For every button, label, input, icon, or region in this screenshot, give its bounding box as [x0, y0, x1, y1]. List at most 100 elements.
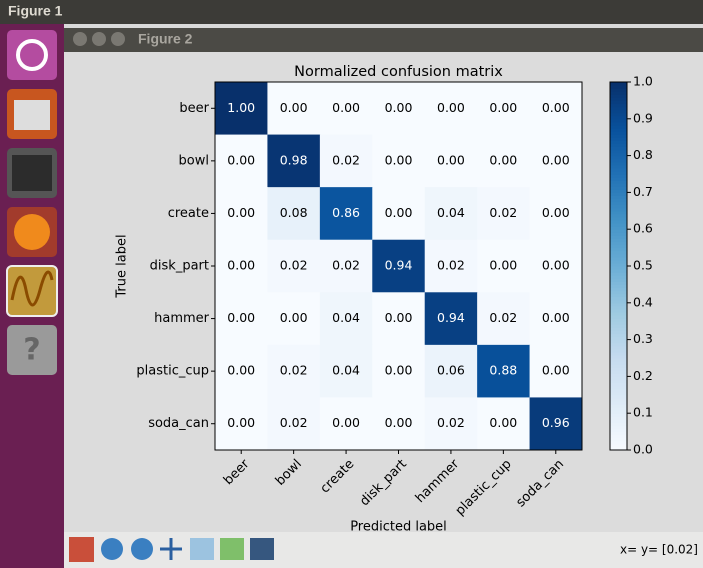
colorbar-band [610, 100, 627, 105]
colorbar-band [610, 269, 627, 273]
colorbar-band [610, 413, 627, 417]
maximize-button[interactable] [111, 32, 125, 46]
y-tick-label: create [168, 206, 209, 221]
subplots-button[interactable] [220, 538, 244, 560]
colorbar-band [610, 112, 627, 117]
toolbar [64, 532, 703, 568]
colorbar-tick-label: 0.5 [633, 258, 653, 273]
cell [529, 344, 583, 398]
cell-label: 0.04 [332, 310, 360, 325]
cell-label: 0.00 [227, 363, 255, 378]
cell-label: 0.00 [332, 415, 360, 430]
colorbar-band [610, 131, 627, 135]
cell-label: 0.00 [227, 152, 255, 167]
cell [215, 82, 268, 136]
icon-help[interactable] [7, 325, 57, 375]
colorbar-tick-label: 0.9 [633, 110, 653, 125]
cell-label: 0.08 [280, 205, 308, 220]
cell-label: 0.02 [437, 415, 465, 430]
back-button[interactable] [101, 538, 123, 560]
colorbar-band [610, 336, 627, 341]
colorbar-band [610, 364, 627, 368]
colorbar-band [610, 379, 627, 384]
cell-label: 0.02 [489, 310, 517, 325]
save-button[interactable] [250, 538, 274, 560]
cell-label: 0.04 [437, 205, 465, 220]
colorbar-band [610, 376, 627, 381]
cell [424, 344, 478, 398]
cell-label: 0.06 [437, 363, 465, 378]
colorbar-band [610, 400, 627, 405]
colorbar-band [610, 407, 627, 411]
colorbar-band [610, 425, 627, 430]
close-button[interactable] [73, 32, 87, 46]
colorbar-band [610, 106, 627, 111]
colorbar-tick-label: 0.8 [633, 147, 653, 162]
icon-glyph [16, 39, 48, 71]
colorbar-band [610, 85, 627, 89]
colorbar-band [610, 284, 627, 289]
home-button[interactable] [69, 537, 94, 562]
cell [319, 344, 373, 398]
colorbar-band [610, 97, 627, 101]
y-tick-label: hammer [154, 311, 210, 326]
y-axis-label: True label [115, 234, 130, 298]
figure-window-title: Figure 2 [138, 31, 193, 47]
colorbar-band [610, 370, 627, 374]
colorbar-band [610, 204, 627, 209]
colorbar-band [610, 404, 627, 408]
colorbar-band [610, 170, 627, 175]
cell-label: 0.94 [385, 258, 413, 273]
colorbar-band [610, 103, 627, 108]
colorbar-band [610, 367, 627, 371]
colorbar-band [610, 137, 627, 141]
colorbar-band [610, 241, 627, 246]
cell-label: 0.00 [542, 100, 570, 115]
colorbar-band [610, 121, 627, 126]
chart: Normalized confusion matrix 1.00 0.00 0.00 0… [115, 64, 653, 535]
minimize-button[interactable] [92, 32, 106, 46]
cell [215, 239, 268, 293]
colorbar-band [610, 201, 627, 206]
colorbar-band [610, 256, 627, 261]
colorbar-band [610, 354, 627, 359]
pan-button[interactable] [160, 538, 182, 560]
cell [372, 82, 426, 136]
cell [215, 344, 268, 398]
cell [529, 134, 583, 188]
cell-label: 0.02 [280, 363, 308, 378]
colorbar-band [610, 253, 627, 258]
colorbar-band [610, 315, 627, 319]
colorbar-band [610, 382, 627, 387]
cell-label: 0.00 [385, 310, 413, 325]
icon-dash[interactable] [7, 30, 57, 80]
colorbar-band [610, 293, 627, 298]
colorbar-band [610, 397, 627, 402]
cell-label: 0.00 [489, 258, 517, 273]
cell [267, 397, 321, 451]
icon-glyph: ? [23, 333, 40, 368]
colorbar-band [610, 419, 627, 423]
zoom-button[interactable] [190, 538, 214, 560]
cell-label: 0.00 [489, 415, 517, 430]
colorbar-band [610, 232, 627, 236]
cell [529, 187, 583, 241]
cell [319, 239, 373, 293]
x-axis-label: Predicted label [350, 520, 447, 535]
colorbar-band [610, 266, 627, 270]
forward-button[interactable] [131, 538, 153, 560]
colorbar-band [610, 348, 627, 353]
window-title: Figure 1 [8, 3, 63, 19]
colorbar-band [610, 262, 627, 267]
icon-glyph [10, 270, 54, 307]
colorbar-band [610, 434, 627, 439]
colorbar-band [610, 358, 627, 362]
cell [424, 397, 478, 451]
cell-label: 0.00 [542, 363, 570, 378]
cell [477, 344, 531, 398]
cell [319, 134, 373, 188]
colorbar-band [610, 327, 627, 331]
colorbar-band [610, 94, 627, 98]
cell [267, 292, 321, 346]
launcher-icons: ? [6, 30, 58, 375]
